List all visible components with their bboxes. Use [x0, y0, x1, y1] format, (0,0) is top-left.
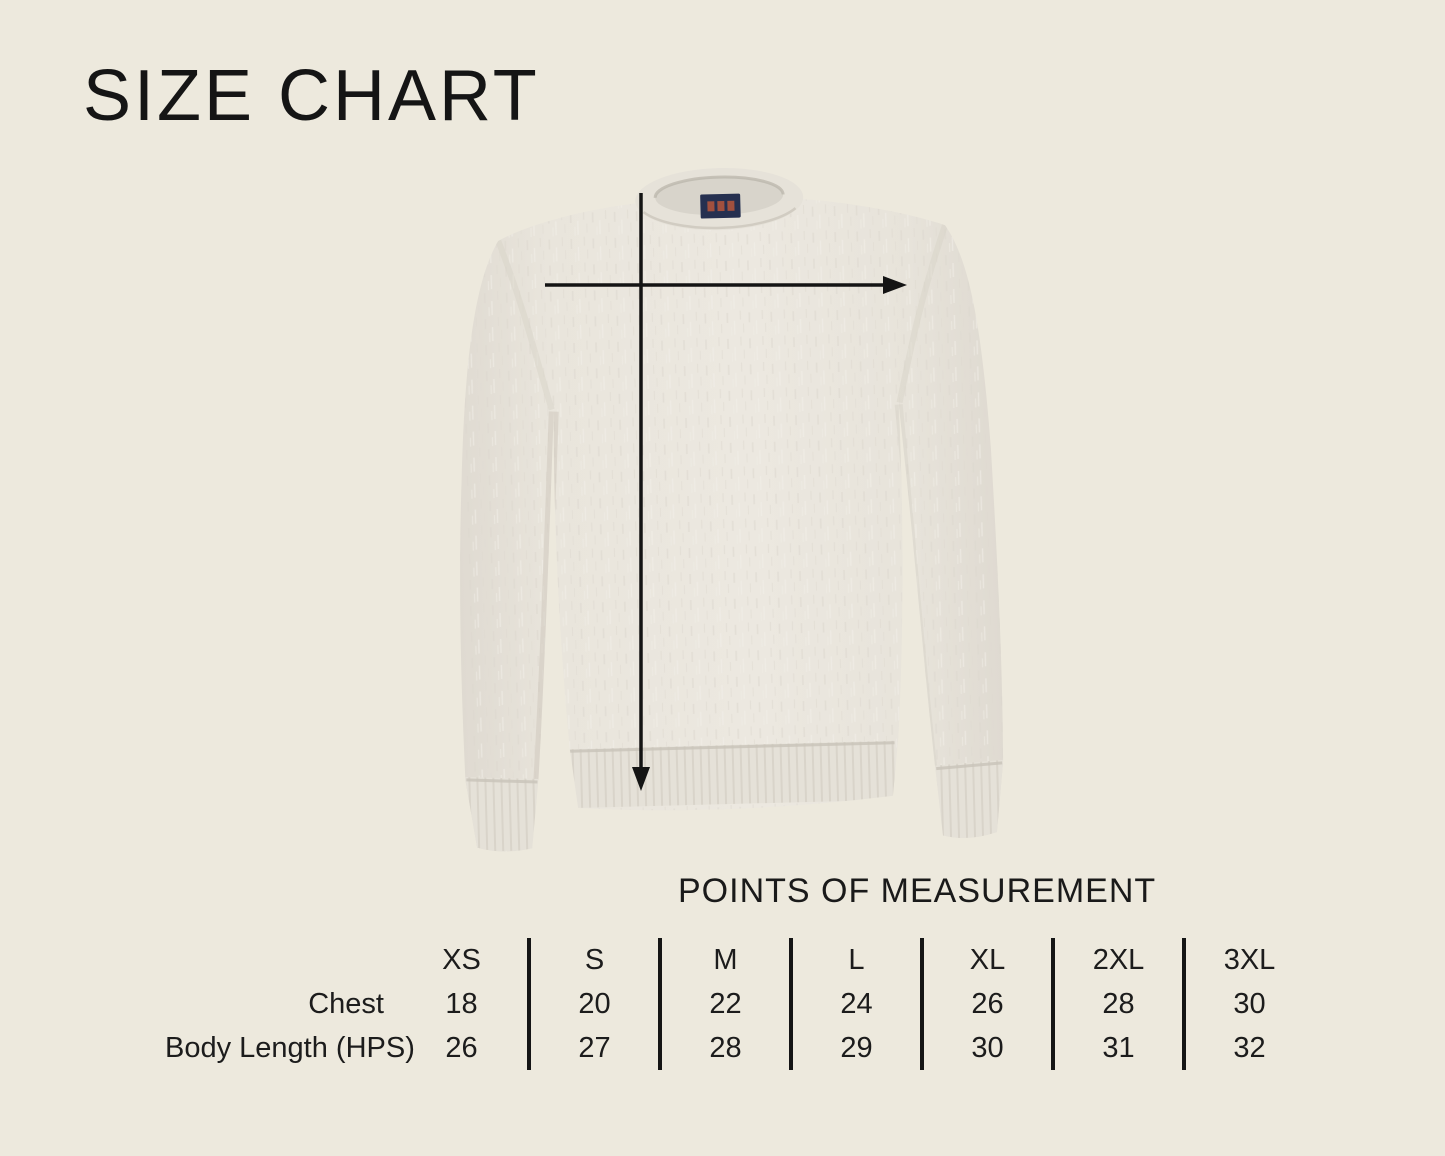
size-header-xs: XS	[442, 944, 481, 976]
body-length-arrow-icon	[632, 193, 650, 791]
neck-label	[700, 193, 741, 219]
left-cuff	[465, 776, 539, 852]
sweatshirt-illustration	[448, 161, 1006, 853]
chest-value-xs: 18	[445, 988, 478, 1020]
right-cuff	[935, 759, 1004, 840]
chest-value-m: 22	[658, 982, 789, 1026]
size-header-s: S	[527, 938, 658, 982]
chest-value-2xl: 28	[1051, 982, 1182, 1026]
sweatshirt-body	[448, 161, 1006, 853]
row-label-body-length: Body Length (HPS)	[165, 1032, 415, 1064]
hem-band	[569, 740, 897, 809]
body-length-value-l: 29	[789, 1026, 920, 1070]
body-length-value-xl: 30	[920, 1026, 1051, 1070]
size-header-m: M	[658, 938, 789, 982]
size-table: XS S M L XL 2XL 3XL Chest 18 20 22 24 26…	[165, 938, 1313, 1070]
size-header-l: L	[789, 938, 920, 982]
body-length-value-3xl: 32	[1182, 1026, 1313, 1070]
body-length-value-m: 28	[658, 1026, 789, 1070]
row-label-chest: Chest	[308, 988, 384, 1020]
chest-value-l: 24	[789, 982, 920, 1026]
sweatshirt-photo	[420, 155, 1035, 860]
chest-value-xl: 26	[920, 982, 1051, 1026]
chest-value-s: 20	[527, 982, 658, 1026]
page-title: SIZE CHART	[83, 56, 540, 136]
measurement-arrows	[545, 193, 907, 791]
body-length-value-2xl: 31	[1051, 1026, 1182, 1070]
size-header-2xl: 2XL	[1051, 938, 1182, 982]
collar	[635, 168, 804, 231]
chest-width-arrow-icon	[545, 276, 907, 294]
size-header-3xl: 3XL	[1182, 938, 1313, 982]
size-header-xl: XL	[920, 938, 1051, 982]
points-of-measurement-heading: POINTS OF MEASUREMENT	[678, 872, 1157, 910]
body-length-value-s: 27	[527, 1026, 658, 1070]
chest-value-3xl: 30	[1182, 982, 1313, 1026]
size-table-corner	[165, 938, 396, 982]
body-length-value-xs: 26	[445, 1032, 478, 1064]
